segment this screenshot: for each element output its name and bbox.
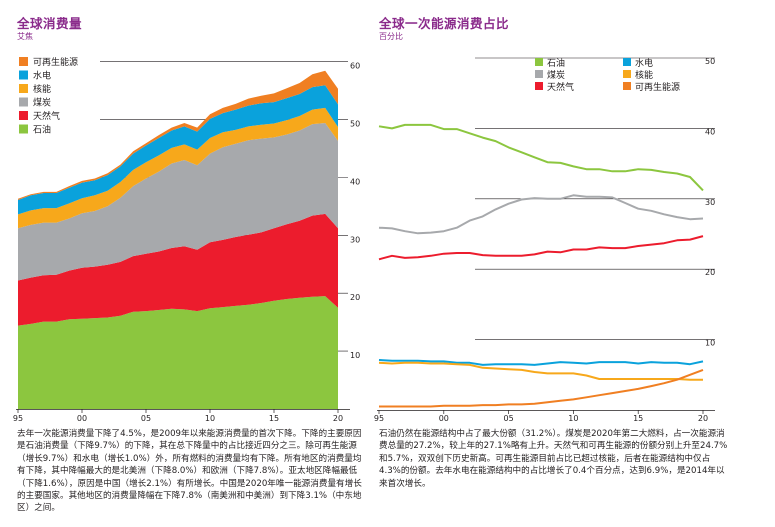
x-tick-label: 10 [205,414,215,423]
legend-label-hydro: 水电 [33,70,51,82]
area-hydro [18,85,338,215]
left-chart-unit: 艾焦 [17,32,33,41]
legend-swatch-nuclear [19,84,28,93]
x-tick-label: 95 [374,414,384,423]
legend-swatch-gas [19,111,28,120]
area-oil [18,296,338,409]
x-tick-label: 00 [439,414,449,423]
left-stacked-area-chart: 95 00 05 10 15 20 100 200 300 400 500 600 可再生能源水电核能煤… [13,56,360,423]
area-nuclear [18,107,338,229]
y-tick-label: 500 [350,119,360,128]
area-coal [18,123,338,281]
series-line-oil [378,123,704,192]
series-line-hydro [378,359,704,366]
x-tick-label: 20 [698,414,708,423]
y-tick-label: 600 [350,62,360,71]
legend-swatch-oil [19,124,28,134]
legend-label-coal: 煤炭 [33,97,51,109]
legend-label-nuclear: 核能 [635,69,653,81]
legend-swatch-renewables [19,57,28,66]
x-tick-label: 15 [269,414,279,423]
x-tick-label: 95 [13,414,23,423]
legend-swatch-hydro [623,58,631,66]
legend-swatch-coal [535,70,543,78]
y-tick-label: 40 [705,127,715,136]
right-chart-caption: 石油仍然在能源结构中占了最大份额（31.2%）。煤炭是2020年第二大燃料，占一… [379,429,728,489]
legend-swatch-renewables [623,82,631,90]
right-chart-unit: 百分比 [379,32,403,41]
legend-swatch-gas [535,82,543,90]
legend-label-gas: 天然气 [33,110,60,122]
x-tick-label: 05 [141,414,151,423]
legend-label-gas: 天然气 [547,81,574,93]
legend-label-oil: 石油 [33,124,51,136]
y-tick-label: 200 [350,293,360,302]
legend-label-nuclear: 核能 [33,83,51,95]
x-tick-label: 15 [633,414,643,423]
legend-label-coal: 煤炭 [547,69,565,81]
legend-label-renewables: 可再生能源 [33,56,78,68]
x-tick-label: 00 [77,414,87,423]
legend-swatch-oil [535,58,543,66]
y-tick-label: 10 [705,339,715,348]
y-tick-label: 400 [350,177,360,186]
y-tick-label: 50 [705,57,715,66]
y-tick-label: 300 [350,235,360,244]
right-chart-title: 全球一次能源消费占比 [379,16,510,31]
series-line-renewables [379,368,704,408]
y-tick-label: 100 [350,351,360,360]
left-chart-title: 全球消费量 [17,16,83,31]
series-line-gas [378,235,704,261]
legend-label-hydro: 水电 [635,57,653,69]
area-gas [18,213,338,326]
area-renewables [18,70,338,200]
left-chart-caption: 去年一次能源消费量下降了4.5%，是2009年以来能源消费量的首次下降。下降的主… [17,429,362,514]
legend-swatch-nuclear [623,70,631,78]
legend-swatch-coal [19,97,28,107]
y-tick-label: 20 [705,268,715,277]
x-tick-label: 05 [504,414,514,423]
y-tick-label: 30 [705,198,715,207]
legend-swatch-hydro [19,70,28,80]
legend-label-renewables: 可再生能源 [635,81,680,93]
series-line-coal [378,194,704,235]
legend-label-oil: 石油 [547,57,565,69]
x-tick-label: 10 [568,414,578,423]
series-line-nuclear [378,361,703,381]
x-tick-label: 20 [333,414,343,423]
